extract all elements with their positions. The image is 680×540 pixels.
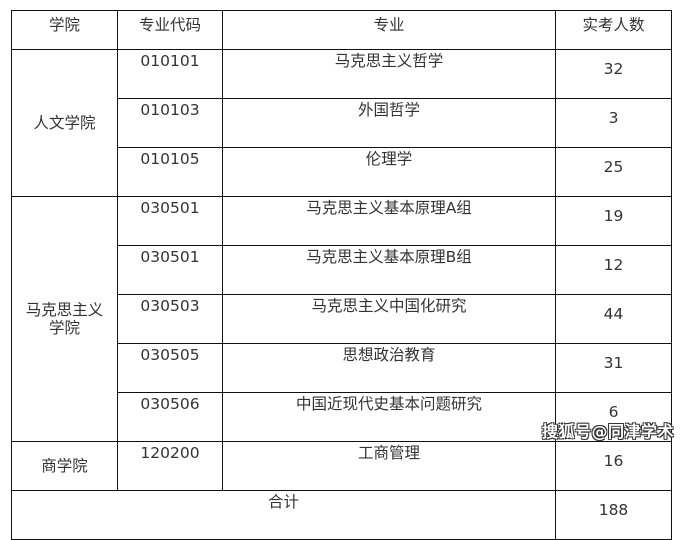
major-cell: 工商管理 (222, 441, 556, 491)
code-cell: 030501 (117, 196, 223, 246)
college-label: 马克思主义 学院 (25, 301, 104, 337)
code-cell: 030503 (117, 294, 223, 344)
major-cell: 中国近现代史基本问题研究 (222, 392, 556, 442)
major-cell: 外国哲学 (222, 98, 556, 148)
code-cell: 030506 (117, 392, 223, 442)
count-cell: 31 (555, 343, 672, 393)
total-label: 合计 (11, 490, 556, 540)
code-cell: 010103 (117, 98, 223, 148)
count-cell: 25 (555, 147, 672, 197)
college-label: 人文学院 (33, 114, 96, 132)
code-cell: 030505 (117, 343, 223, 393)
count-cell: 32 (555, 49, 672, 99)
college-cell: 人文学院 (11, 49, 118, 197)
header-row: 学院 专业代码 专业 实考人数 (11, 10, 672, 50)
major-cell: 马克思主义中国化研究 (222, 294, 556, 344)
header-major: 专业 (222, 10, 556, 50)
watermark: 搜狐号@同津学术 (542, 422, 675, 441)
enrollment-table: 学院 专业代码 专业 实考人数 人文学院 010101 马克思主义哲学 32 01010… (11, 10, 672, 540)
table-row: 010103 外国哲学 3 (12, 98, 672, 148)
count-cell: 12 (555, 245, 672, 295)
major-cell: 思想政治教育 (222, 343, 556, 393)
major-cell: 马克思主义基本原理B组 (222, 245, 556, 295)
table-row: 030501 马克思主义基本原理B组 12 (12, 245, 672, 295)
code-cell: 010101 (117, 49, 223, 99)
college-cell: 马克思主义 学院 (11, 196, 118, 442)
table-row: 030506 中国近现代史基本问题研究 6 (12, 392, 672, 442)
table-row: 商学院 120200 工商管理 16 (11, 441, 672, 491)
header-code: 专业代码 (117, 10, 223, 50)
count-cell: 19 (555, 196, 672, 246)
code-cell: 120200 (117, 441, 223, 491)
college-cell: 商学院 (11, 441, 118, 491)
table-row: 人文学院 010101 马克思主义哲学 32 (11, 49, 672, 197)
college-label: 商学院 (41, 457, 88, 475)
total-count: 188 (555, 490, 672, 540)
count-cell: 6 (555, 392, 672, 442)
count-cell: 3 (555, 98, 672, 148)
count-cell: 44 (555, 294, 672, 344)
count-cell: 16 (555, 441, 672, 491)
code-cell: 010105 (117, 147, 223, 197)
table-row: 030503 马克思主义中国化研究 44 (12, 294, 672, 344)
major-cell: 马克思主义基本原理A组 (222, 196, 556, 246)
code-cell: 030501 (117, 245, 223, 295)
header-college: 学院 (11, 10, 118, 50)
major-cell: 马克思主义哲学 (222, 49, 556, 99)
header-count: 实考人数 (555, 10, 672, 50)
total-row: 合计 188 (11, 490, 672, 540)
table-row: 010105 伦理学 25 (12, 147, 672, 197)
major-cell: 伦理学 (222, 147, 556, 197)
table-row: 马克思主义 学院 030501 马克思主义基本原理A组 19 (11, 196, 672, 442)
